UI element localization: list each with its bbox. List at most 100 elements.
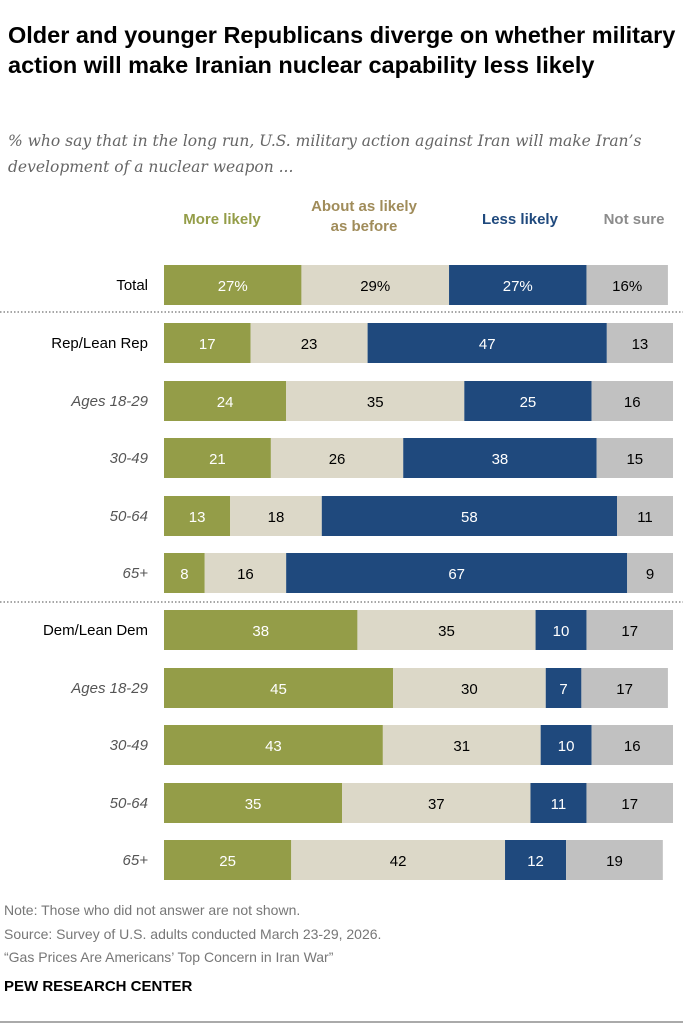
bar-value-label: 17 <box>621 623 638 640</box>
bar-value-label: 16 <box>624 394 641 411</box>
note-text: Note: Those who did not answer are not s… <box>4 902 301 918</box>
bar-value-label: 25 <box>520 394 537 411</box>
bar-segment <box>342 783 531 823</box>
bar-segment <box>627 553 673 593</box>
bar-value-label: 30 <box>461 681 478 698</box>
category-label: 30-49 <box>110 450 149 467</box>
legend-label: Not sure <box>604 211 665 228</box>
bar-value-label: 15 <box>626 451 643 468</box>
bar-segment <box>250 323 368 363</box>
bar-value-label: 17 <box>616 681 633 698</box>
legend-label: About as likely <box>311 198 418 215</box>
bar-value-label: 18 <box>268 509 285 526</box>
bar-value-label: 43 <box>265 738 282 755</box>
bar-segment <box>164 783 343 823</box>
bar-segment <box>164 265 302 305</box>
bar-segment <box>204 553 287 593</box>
bar-segment <box>382 725 541 765</box>
bar-segment <box>286 553 628 593</box>
bar-segment <box>596 438 673 478</box>
category-label: 50-64 <box>110 508 148 525</box>
bar-segment <box>535 610 587 650</box>
bar-value-label: 45 <box>270 681 287 698</box>
bar-segment <box>591 725 673 765</box>
bar-segment <box>291 840 506 880</box>
bar-value-label: 21 <box>209 451 226 468</box>
bar-segment <box>505 840 567 880</box>
bar-segment <box>586 265 668 305</box>
bar-value-label: 16 <box>624 738 641 755</box>
bar-value-label: 29% <box>360 278 390 295</box>
bar-value-label: 16% <box>612 278 642 295</box>
report-title-text: “Gas Prices Are Americans’ Top Concern i… <box>4 949 334 965</box>
bar-value-label: 12 <box>527 853 544 870</box>
bar-segment <box>286 381 465 421</box>
bar-value-label: 19 <box>606 853 623 870</box>
legend-label: as before <box>331 218 398 235</box>
bar-segment <box>617 496 673 536</box>
bar-value-label: 38 <box>492 451 509 468</box>
chart-subtitle: % who say that in the long run, U.S. mil… <box>8 132 642 176</box>
bar-value-label: 7 <box>559 681 567 698</box>
stacked-bar-chart: More likely About as likely as before Less … <box>0 198 683 880</box>
category-label: 65+ <box>123 565 149 582</box>
bar-value-label: 13 <box>632 336 649 353</box>
bar-segment <box>586 783 673 823</box>
bar-segment <box>357 610 536 650</box>
bar-value-label: 10 <box>553 623 570 640</box>
bar-segment <box>164 553 205 593</box>
bar-value-label: 38 <box>252 623 269 640</box>
bar-segment <box>581 668 668 708</box>
bar-value-label: 25 <box>219 853 236 870</box>
bar-segment <box>164 381 287 421</box>
bar-segment <box>230 496 322 536</box>
bar-segment <box>540 725 592 765</box>
bar-segment <box>301 265 450 305</box>
category-label: 65+ <box>123 852 149 869</box>
bar-value-label: 27% <box>503 278 533 295</box>
bar-segment <box>591 381 673 421</box>
bar-segment <box>566 840 663 880</box>
bar-value-label: 16 <box>237 566 254 583</box>
bar-value-label: 26 <box>329 451 346 468</box>
legend-label: Less likely <box>482 211 559 228</box>
category-label: Total <box>116 277 148 294</box>
category-label: 30-49 <box>110 737 149 754</box>
bar-value-label: 58 <box>461 509 478 526</box>
bar-segment <box>164 323 251 363</box>
bar-value-label: 11 <box>637 509 653 526</box>
bar-value-label: 23 <box>301 336 318 353</box>
bar-segment <box>164 438 271 478</box>
bar-value-label: 17 <box>621 796 638 813</box>
category-label: Dem/Lean Dem <box>43 622 148 639</box>
bar-segment <box>393 668 546 708</box>
bar-value-label: 9 <box>646 566 654 583</box>
bar-value-label: 8 <box>180 566 188 583</box>
bar-value-label: 24 <box>217 394 234 411</box>
bar-value-label: 35 <box>438 623 455 640</box>
bar-value-label: 35 <box>367 394 384 411</box>
bar-segment <box>586 610 673 650</box>
bar-segment <box>164 840 292 880</box>
bar-value-label: 31 <box>453 738 470 755</box>
category-label: Ages 18-29 <box>70 680 148 697</box>
bottom-divider <box>0 1021 683 1023</box>
bar-value-label: 11 <box>551 796 567 813</box>
bar-value-label: 67 <box>448 566 465 583</box>
bar-segment <box>321 496 618 536</box>
bar-segment <box>464 381 592 421</box>
bar-value-label: 10 <box>558 738 575 755</box>
bar-value-label: 13 <box>189 509 206 526</box>
category-label: Ages 18-29 <box>70 393 148 410</box>
category-label: 50-64 <box>110 795 148 812</box>
bar-segment <box>164 610 358 650</box>
bar-segment <box>449 265 587 305</box>
bar-segment <box>164 496 231 536</box>
brand-logo-text: PEW RESEARCH CENTER <box>4 978 193 995</box>
bar-segment <box>367 323 607 363</box>
chart-title: Older and younger Republicans diverge on… <box>8 22 676 78</box>
bar-value-label: 37 <box>428 796 445 813</box>
bar-value-label: 27% <box>218 278 248 295</box>
bar-segment <box>545 668 582 708</box>
bar-value-label: 42 <box>390 853 407 870</box>
